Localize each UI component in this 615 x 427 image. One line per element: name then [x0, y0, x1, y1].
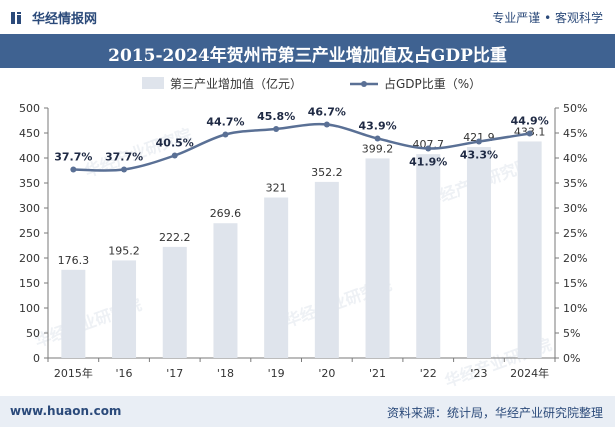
line-point	[222, 131, 229, 138]
bar-data-label: 321	[266, 182, 287, 195]
line-data-label: 44.9%	[511, 115, 549, 128]
bar-data-label: 352.2	[311, 166, 343, 179]
y-left-tick-label: 100	[19, 302, 40, 315]
bar	[61, 269, 86, 358]
line-point	[526, 130, 533, 137]
bar	[416, 154, 441, 358]
y-right-tick-label: 35%	[563, 177, 587, 190]
bar	[466, 147, 491, 358]
legend-line-label: 占GDP比重（%）	[384, 76, 481, 91]
legend-line-marker	[361, 81, 367, 87]
x-tick-label: '18	[217, 367, 234, 380]
line-data-label: 37.7%	[105, 151, 143, 164]
footer-source: 资料来源：统计局，华经产业研究院整理	[386, 406, 603, 420]
bar	[213, 223, 238, 358]
y-left-tick-label: 450	[19, 127, 40, 140]
line-series-path	[73, 122, 530, 172]
line-data-label: 43.9%	[358, 120, 396, 133]
x-tick-label: '17	[166, 367, 183, 380]
tagline: 专业严谨 • 客观科学	[492, 11, 603, 25]
y-left-tick-label: 400	[19, 152, 40, 165]
footer-site: www.huaon.com	[10, 404, 122, 418]
y-left-tick-label: 250	[19, 227, 40, 240]
y-right-tick-label: 20%	[563, 252, 587, 265]
y-left-tick-label: 200	[19, 252, 40, 265]
x-tick-label: '20	[318, 367, 335, 380]
top-bar: 华经情报网 专业严谨 • 客观科学	[0, 0, 615, 34]
y-right-tick-label: 45%	[563, 127, 587, 140]
legend-bar-swatch	[142, 77, 164, 89]
line-data-label: 45.8%	[257, 110, 295, 123]
x-tick-label: 2024年	[510, 366, 549, 380]
y-left-tick-label: 0	[33, 352, 40, 365]
brand-name: 华经情报网	[32, 12, 98, 27]
y-left-tick-label: 500	[19, 102, 40, 115]
y-right-tick-label: 0%	[563, 352, 580, 365]
line-data-label: 46.7%	[308, 106, 346, 119]
line-data-label: 44.7%	[206, 116, 244, 129]
bar	[162, 246, 187, 358]
x-tick-label: '19	[268, 367, 285, 380]
title-bar: 2015-2024年贺州市第三产业增加值及占GDP比重	[0, 34, 615, 68]
line-point	[121, 166, 128, 173]
bar	[517, 141, 542, 358]
brand: 华经情报网	[10, 8, 97, 27]
y-right-tick-label: 40%	[563, 152, 587, 165]
line-data-label: 41.9%	[409, 156, 447, 169]
line-point	[323, 121, 330, 128]
legend-bar-label: 第三产业增加值（亿元）	[170, 76, 302, 91]
chart-title: 2015-2024年贺州市第三产业增加值及占GDP比重	[108, 46, 507, 66]
bar-data-label: 399.2	[362, 142, 394, 155]
x-tick-label: '21	[369, 367, 386, 380]
bar-data-label: 176.3	[58, 254, 90, 267]
bar	[112, 260, 137, 358]
y-left-tick-label: 150	[19, 277, 40, 290]
x-tick-label: 2015年	[54, 366, 93, 380]
bar-data-label: 195.2	[108, 244, 140, 257]
line-point	[171, 152, 178, 159]
bar-data-label: 269.6	[210, 207, 242, 220]
bar	[264, 197, 289, 358]
x-tick-label: '23	[470, 367, 487, 380]
chart: 华经产业研究院华经产业研究院华经产业研究院华经产业研究院华经产业研究院05010…	[19, 76, 587, 391]
y-right-tick-label: 30%	[563, 202, 587, 215]
line-point	[273, 126, 280, 132]
y-right-tick-label: 50%	[563, 102, 587, 115]
y-left-tick-label: 350	[19, 177, 40, 190]
line-point	[70, 166, 77, 173]
y-right-tick-label: 10%	[563, 302, 587, 315]
line-data-label: 40.5%	[156, 137, 194, 150]
x-tick-label: '16	[116, 367, 133, 380]
bar	[314, 181, 339, 358]
y-right-tick-label: 15%	[563, 277, 587, 290]
line-data-label: 37.7%	[54, 151, 92, 164]
line-point	[425, 145, 432, 152]
y-right-tick-label: 5%	[563, 327, 580, 340]
y-right-tick-label: 25%	[563, 227, 587, 240]
y-left-tick-label: 300	[19, 202, 40, 215]
brand-logo-icon	[11, 11, 21, 24]
x-tick-label: '22	[420, 367, 437, 380]
bar-data-label: 222.2	[159, 231, 191, 244]
line-point	[475, 138, 482, 145]
line-point	[374, 135, 381, 142]
line-data-label: 43.3%	[460, 149, 498, 162]
y-left-tick-label: 50	[26, 327, 40, 340]
bar	[365, 158, 390, 358]
footer: www.huaon.com 资料来源：统计局，华经产业研究院整理	[0, 396, 615, 427]
